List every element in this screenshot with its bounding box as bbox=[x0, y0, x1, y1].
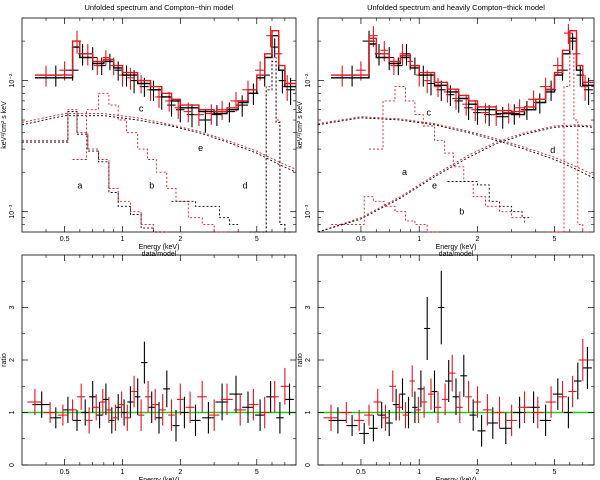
chart-2-x-tick-label: 5 bbox=[255, 469, 259, 476]
chart-0-x-axis-label: Energy (keV) bbox=[139, 244, 180, 251]
chart-2-y-tick-label: 2 bbox=[9, 358, 16, 362]
chart-2-x-tick-label: 1 bbox=[121, 469, 125, 476]
chart-0-annotation-b: b bbox=[149, 181, 154, 191]
chart-3-y-tick-label: 2 bbox=[305, 358, 312, 362]
chart-0-series-comp-e bbox=[171, 200, 239, 225]
chart-1-series-data-black bbox=[344, 30, 593, 129]
chart-3-x-tick-label: 0.5 bbox=[356, 469, 366, 476]
panel-bottom-left: 0.5 1 2 5 0 1 2 3 Energy (keV) ratio bbox=[1, 254, 297, 480]
chart-1-y-axis-label: keV²/cm² s keV bbox=[297, 101, 304, 149]
chart-1-annotation-b: b bbox=[459, 207, 464, 217]
chart-1-footer-label: data/model bbox=[439, 251, 474, 258]
chart-0-series-data-black bbox=[48, 38, 295, 133]
chart-3-y-axis-label: ratio bbox=[297, 353, 304, 367]
panel-top-left: Unfolded spectrum and Compton−thin model… bbox=[1, 3, 297, 258]
chart-0-series-comp-b-black bbox=[21, 115, 297, 173]
chart-1-annotation-a: a bbox=[402, 167, 407, 177]
chart-3-series-ratio-black bbox=[328, 270, 592, 447]
chart-0-series-comp-b-red bbox=[21, 113, 297, 170]
chart-2-x-tick-label: 2 bbox=[178, 469, 182, 476]
chart-0-annotation-e: e bbox=[198, 143, 203, 153]
chart-0-x-tick-label: 1 bbox=[121, 236, 125, 243]
panel-top-right: Unfolded spectrum and heavily Compton−th… bbox=[297, 3, 595, 258]
chart-1-series-comp-b bbox=[447, 181, 532, 219]
chart-0-x-tick-label: 5 bbox=[255, 236, 259, 243]
chart-3-x-tick-label: 2 bbox=[476, 469, 480, 476]
chart-2-series-ratio-black bbox=[32, 341, 294, 442]
chart-0-series-comp-a-black bbox=[22, 111, 167, 233]
chart-1-annotation-e: e bbox=[432, 181, 437, 191]
chart-1-annotation-d: d bbox=[550, 145, 555, 155]
chart-3-x-tick-label: 1 bbox=[417, 469, 421, 476]
chart-3-series-ratio-red bbox=[323, 339, 587, 437]
chart-0-series-model-total-red bbox=[34, 30, 296, 113]
chart-1-title: Unfolded spectrum and heavily Compton−th… bbox=[367, 3, 545, 12]
chart-0-series-comp-d-black bbox=[249, 60, 291, 233]
chart-2-y-tick-label: 0 bbox=[9, 463, 16, 467]
chart-2-series-ratio-red bbox=[27, 367, 289, 434]
chart-1-x-tick-label: 5 bbox=[553, 236, 557, 243]
chart-1-plot-frame bbox=[317, 17, 595, 233]
chart-1-y-tick-label: 10⁻² bbox=[305, 73, 312, 87]
chart-3-y-tick-label: 3 bbox=[305, 305, 312, 309]
chart-0-plot-frame bbox=[21, 17, 297, 233]
chart-0-annotation-c: c bbox=[139, 104, 144, 114]
chart-3-y-tick-label: 1 bbox=[305, 410, 312, 414]
chart-1-series-comp-rising-black bbox=[317, 125, 595, 233]
chart-0-y-axis-label: keV²/cm² s keV bbox=[1, 101, 8, 149]
chart-0-x-tick-label: 2 bbox=[178, 236, 182, 243]
chart-0-annotation-a: a bbox=[77, 181, 82, 191]
chart-1-series-comp-d bbox=[547, 53, 589, 233]
chart-3-y-tick-label: 0 bbox=[305, 463, 312, 467]
chart-1-y-tick-label: 10⁻³ bbox=[305, 204, 312, 218]
chart-0-footer-label: data/model bbox=[142, 251, 177, 258]
chart-1-series-data-red bbox=[335, 24, 590, 126]
chart-1-x-tick-label: 0.5 bbox=[356, 236, 366, 243]
chart-1-x-tick-label: 2 bbox=[476, 236, 480, 243]
chart-1-series-comp-rising-red bbox=[317, 124, 595, 233]
chart-1-x-tick-label: 1 bbox=[417, 236, 421, 243]
chart-3-x-tick-label: 5 bbox=[553, 469, 557, 476]
chart-2-y-axis-label: ratio bbox=[1, 353, 8, 367]
chart-1-x-axis-label: Energy (keV) bbox=[436, 244, 477, 251]
chart-0-y-tick-label: 10⁻² bbox=[9, 73, 16, 87]
chart-1-series-comp-a bbox=[331, 196, 438, 233]
chart-0-annotation-d: d bbox=[243, 181, 248, 191]
chart-1-series-model-total-red bbox=[331, 30, 594, 113]
chart-0-series-comp-a bbox=[22, 109, 167, 233]
panel-bottom-right: 0.5 1 2 5 0 1 2 3 Energy (keV) ratio bbox=[297, 254, 595, 480]
chart-0-y-tick-label: 10⁻³ bbox=[9, 204, 16, 218]
chart-2-x-tick-label: 0.5 bbox=[60, 469, 70, 476]
chart-2-x-axis-label: Energy (keV) bbox=[139, 477, 180, 480]
chart-1-series-comp-c bbox=[369, 86, 525, 225]
chart-2-y-tick-label: 3 bbox=[9, 305, 16, 309]
chart-0-x-tick-label: 0.5 bbox=[60, 236, 70, 243]
chart-1-annotation-c: c bbox=[426, 108, 431, 118]
chart-3-x-axis-label: Energy (keV) bbox=[436, 477, 477, 480]
chart-0-series-comp-c bbox=[72, 92, 227, 233]
chart-2-y-tick-label: 1 bbox=[9, 410, 16, 414]
chart-0-title: Unfolded spectrum and Compton−thin model bbox=[84, 3, 233, 12]
